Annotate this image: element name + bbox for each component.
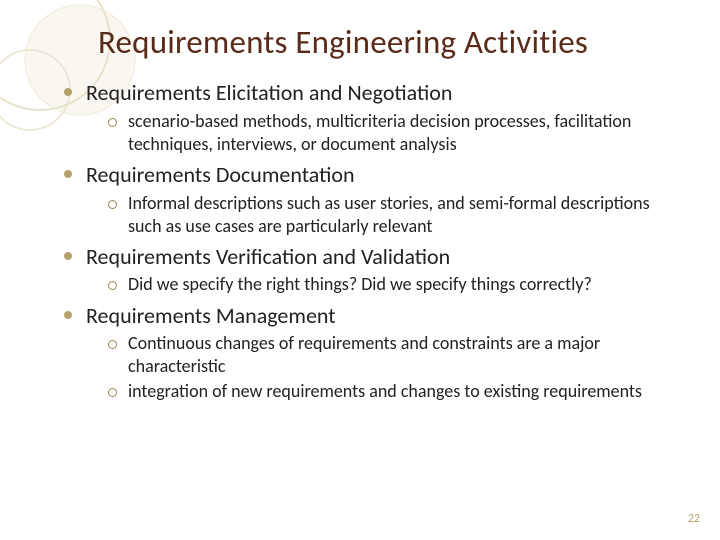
list-item: Requirements Management Continuous chang…: [60, 301, 676, 404]
sub-item-text: Informal descriptions such as user stori…: [128, 192, 676, 238]
sub-bullet-list: Did we specify the right things? Did we …: [86, 273, 676, 296]
main-bullet-list: Requirements Elicitation and Negotiation…: [44, 78, 676, 403]
sub-item-text: Continuous changes of requirements and c…: [128, 332, 676, 378]
sub-bullet-list: Continuous changes of requirements and c…: [86, 332, 676, 403]
list-item: Requirements Documentation Informal desc…: [60, 160, 676, 238]
sub-item-text: Did we specify the right things? Did we …: [128, 273, 676, 296]
sub-bullet-list: Informal descriptions such as user stori…: [86, 192, 676, 238]
main-item-text: Requirements Management: [86, 301, 676, 331]
main-item-text: Requirements Elicitation and Negotiation: [86, 78, 676, 108]
list-item: Continuous changes of requirements and c…: [108, 332, 676, 378]
main-item-text: Requirements Verification and Validation: [86, 242, 676, 272]
sub-item-text: scenario-based methods, multicriteria de…: [128, 110, 676, 156]
slide-content: Requirements Engineering Activities Requ…: [0, 0, 720, 403]
list-item: Did we specify the right things? Did we …: [108, 273, 676, 296]
list-item: integration of new requirements and chan…: [108, 380, 676, 403]
slide-title: Requirements Engineering Activities: [98, 24, 676, 60]
list-item: Requirements Elicitation and Negotiation…: [60, 78, 676, 156]
page-number: 22: [688, 512, 700, 526]
list-item: scenario-based methods, multicriteria de…: [108, 110, 676, 156]
sub-bullet-list: scenario-based methods, multicriteria de…: [86, 110, 676, 156]
sub-item-text: integration of new requirements and chan…: [128, 380, 676, 403]
list-item: Requirements Verification and Validation…: [60, 242, 676, 297]
main-item-text: Requirements Documentation: [86, 160, 676, 190]
list-item: Informal descriptions such as user stori…: [108, 192, 676, 238]
